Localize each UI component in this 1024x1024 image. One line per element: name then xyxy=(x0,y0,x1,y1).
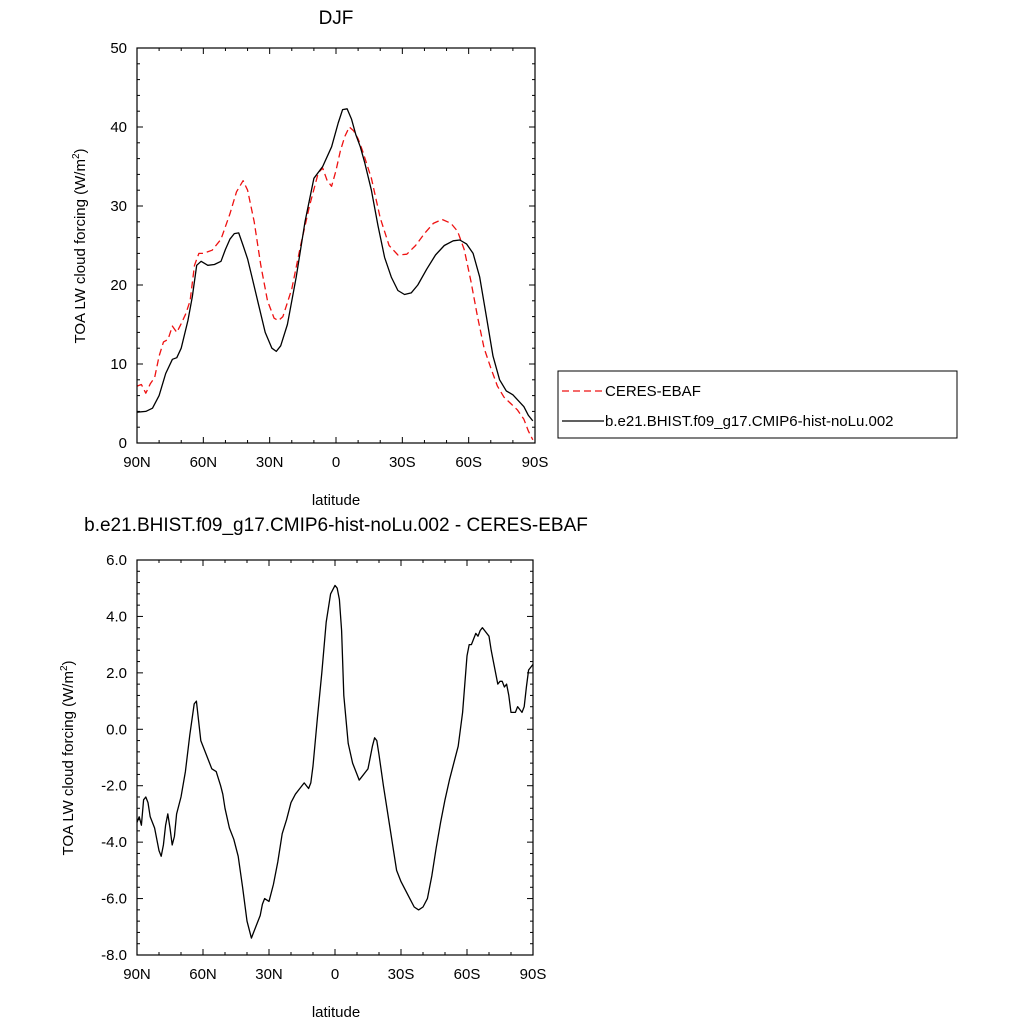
bottom-y-label-main: TOA LW cloud forcing (W/m xyxy=(60,671,77,856)
top-series-line-1 xyxy=(136,108,534,422)
top-y-tick-label: 20 xyxy=(110,277,127,294)
top-series-line-0 xyxy=(136,126,534,441)
bottom-series-line-0 xyxy=(136,584,534,939)
top-y-label-main: TOA LW cloud forcing (W/m xyxy=(72,159,89,344)
bottom-y-tick-label: 2.0 xyxy=(106,665,127,682)
top-chart-title: DJF xyxy=(319,8,354,29)
bottom-y-tick-label: 6.0 xyxy=(106,552,127,569)
bottom-x-tick-label: 60S xyxy=(454,966,481,983)
bottom-y-label-close: ) xyxy=(60,660,77,665)
bottom-y-tick-label: 0.0 xyxy=(106,721,127,738)
bottom-y-tick-label: -4.0 xyxy=(101,834,127,851)
bottom-y-tick-label: -8.0 xyxy=(101,947,127,964)
top-plot-frame xyxy=(136,47,536,444)
top-panel: DJF 90N 60N 30N 0 30S 60S 90S 0 10 20 30 40 50 latit… xyxy=(71,8,958,509)
top-x-tick-label: 30N xyxy=(256,454,284,471)
bottom-y-tick-label: -2.0 xyxy=(101,778,127,795)
bottom-y-axis-label: TOA LW cloud forcing (W/m2) xyxy=(59,660,77,855)
bottom-y-tick-label: 4.0 xyxy=(106,608,127,625)
top-x-tick-label: 90S xyxy=(522,454,549,471)
top-y-label-close: ) xyxy=(72,148,89,153)
bottom-x-tick-label: 0 xyxy=(331,966,339,983)
bottom-x-tick-label: 90S xyxy=(520,966,547,983)
top-x-tick-label: 60N xyxy=(190,454,218,471)
top-y-tick-label: 50 xyxy=(110,40,127,57)
top-x-axis-label: latitude xyxy=(312,492,360,509)
bottom-y-tick-label: -6.0 xyxy=(101,891,127,908)
top-x-tick-label: 0 xyxy=(332,454,340,471)
bottom-x-tick-label: 90N xyxy=(123,966,151,983)
top-y-tick-label: 10 xyxy=(110,356,127,373)
top-y-axis-label: TOA LW cloud forcing (W/m2) xyxy=(71,148,89,343)
bottom-plot-frame xyxy=(136,559,534,956)
bottom-panel: b.e21.BHIST.f09_g17.CMIP6-hist-noLu.002 … xyxy=(59,515,588,1021)
legend: CERES-EBAF b.e21.BHIST.f09_g17.CMIP6-his… xyxy=(557,370,958,439)
top-x-tick-label: 60S xyxy=(455,454,482,471)
top-x-tick-label: 90N xyxy=(123,454,151,471)
legend-box xyxy=(557,370,958,439)
bottom-x-axis-label: latitude xyxy=(312,1004,360,1021)
top-plot-area: 90N 60N 30N 0 30S 60S 90S 0 10 20 30 40 50 xyxy=(110,40,548,471)
bottom-y-label-superscript: 2 xyxy=(59,665,70,671)
top-y-tick-label: 40 xyxy=(110,119,127,136)
bottom-x-tick-label: 60N xyxy=(189,966,217,983)
legend-label-ceres: CERES-EBAF xyxy=(605,383,701,400)
bottom-chart-title: b.e21.BHIST.f09_g17.CMIP6-hist-noLu.002 … xyxy=(84,515,588,536)
bottom-x-tick-label: 30N xyxy=(255,966,283,983)
bottom-plot-area: 90N 60N 30N 0 30S 60S 90S -8.0 -6.0 -4.0 -2.0 0.0 2.… xyxy=(101,552,546,983)
top-y-tick-label: 0 xyxy=(119,435,127,452)
top-x-tick-label: 30S xyxy=(389,454,416,471)
bottom-x-tick-label: 30S xyxy=(388,966,415,983)
legend-label-model: b.e21.BHIST.f09_g17.CMIP6-hist-noLu.002 xyxy=(605,413,894,430)
top-y-label-superscript: 2 xyxy=(71,153,82,159)
top-y-tick-label: 30 xyxy=(110,198,127,215)
